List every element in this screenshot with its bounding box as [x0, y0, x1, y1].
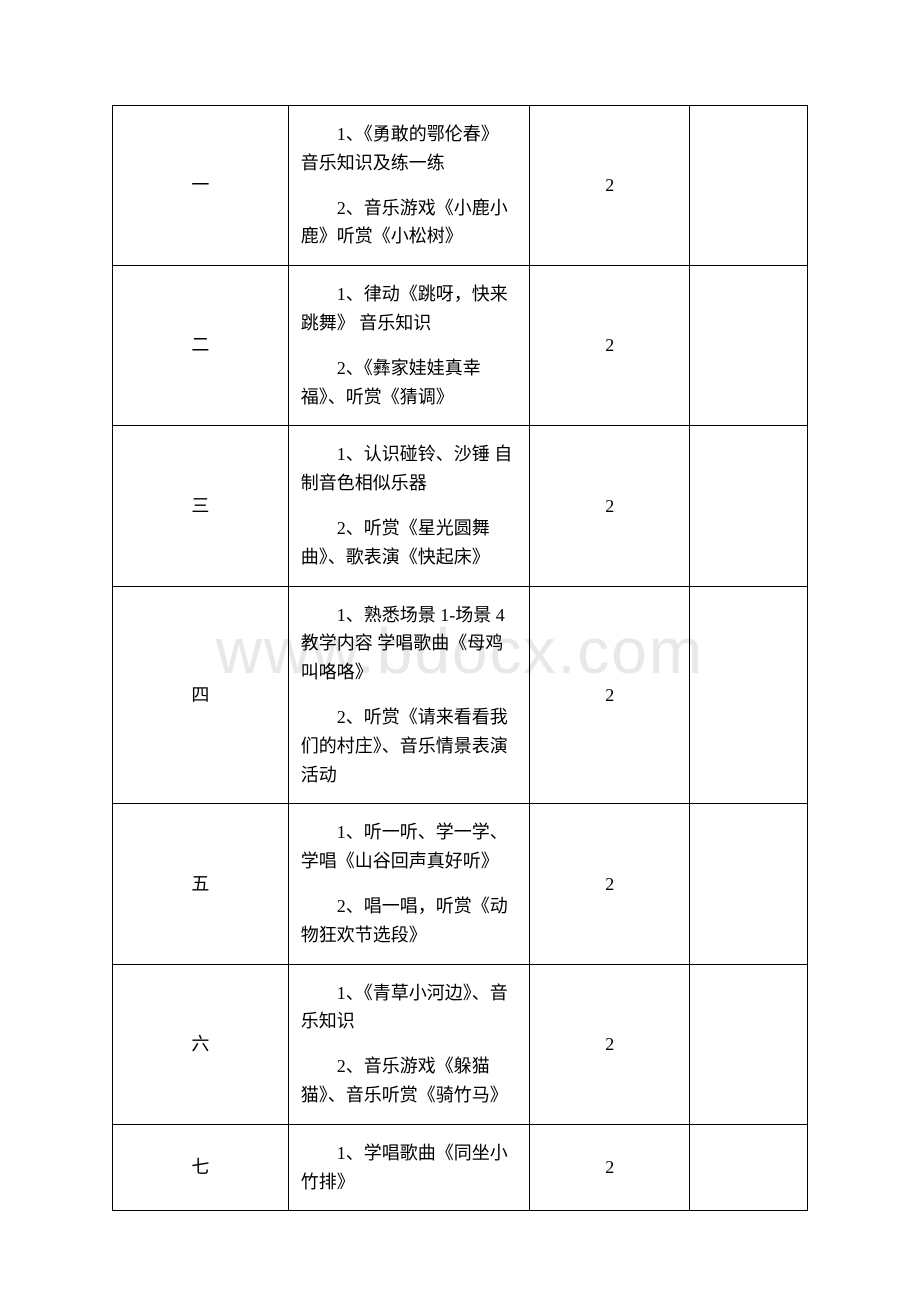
table-row: 七 1、学唱歌曲《同坐小竹排》 2 [113, 1124, 808, 1211]
table-row: 六 1、《青草小河边》、音乐知识 2、音乐游戏《躲猫猫》、音乐听赏《骑竹马》 2 [113, 964, 808, 1124]
content-item: 2、音乐游戏《小鹿小鹿》听赏《小松树》 [301, 194, 518, 252]
hours-cell: 2 [530, 426, 690, 586]
hours-cell: 2 [530, 964, 690, 1124]
content-cell: 1、听一听、学一学、学唱《山谷回声真好听》 2、唱一唱，听赏《动物狂欢节选段》 [288, 804, 530, 964]
content-cell: 1、《勇敢的鄂伦春》 音乐知识及练一练 2、音乐游戏《小鹿小鹿》听赏《小松树》 [288, 106, 530, 266]
empty-cell [690, 106, 808, 266]
table-row: 二 1、律动《跳呀，快来跳舞》 音乐知识 2、《彝家娃娃真幸福》、听赏《猜调》 … [113, 266, 808, 426]
content-item: 2、音乐游戏《躲猫猫》、音乐听赏《骑竹马》 [301, 1052, 518, 1110]
content-cell: 1、学唱歌曲《同坐小竹排》 [288, 1124, 530, 1211]
empty-cell [690, 804, 808, 964]
content-cell: 1、《青草小河边》、音乐知识 2、音乐游戏《躲猫猫》、音乐听赏《骑竹马》 [288, 964, 530, 1124]
content-item: 2、唱一唱，听赏《动物狂欢节选段》 [301, 892, 518, 950]
unit-number-cell: 四 [113, 586, 289, 804]
table-row: 三 1、认识碰铃、沙锤 自制音色相似乐器 2、听赏《星光圆舞曲》、歌表演《快起床… [113, 426, 808, 586]
empty-cell [690, 266, 808, 426]
content-cell: 1、认识碰铃、沙锤 自制音色相似乐器 2、听赏《星光圆舞曲》、歌表演《快起床》 [288, 426, 530, 586]
hours-cell: 2 [530, 804, 690, 964]
unit-number-cell: 三 [113, 426, 289, 586]
content-item: 2、《彝家娃娃真幸福》、听赏《猜调》 [301, 354, 518, 412]
table-row: 五 1、听一听、学一学、学唱《山谷回声真好听》 2、唱一唱，听赏《动物狂欢节选段… [113, 804, 808, 964]
hours-cell: 2 [530, 1124, 690, 1211]
content-item: 1、《勇敢的鄂伦春》 音乐知识及练一练 [301, 120, 518, 178]
empty-cell [690, 964, 808, 1124]
empty-cell [690, 1124, 808, 1211]
content-item: 1、听一听、学一学、学唱《山谷回声真好听》 [301, 818, 518, 876]
hours-cell: 2 [530, 106, 690, 266]
unit-number-cell: 二 [113, 266, 289, 426]
unit-number-cell: 一 [113, 106, 289, 266]
unit-number-cell: 七 [113, 1124, 289, 1211]
content-item: 1、《青草小河边》、音乐知识 [301, 979, 518, 1037]
empty-cell [690, 586, 808, 804]
content-item: 1、认识碰铃、沙锤 自制音色相似乐器 [301, 440, 518, 498]
content-cell: 1、律动《跳呀，快来跳舞》 音乐知识 2、《彝家娃娃真幸福》、听赏《猜调》 [288, 266, 530, 426]
unit-number-cell: 六 [113, 964, 289, 1124]
curriculum-table: 一 1、《勇敢的鄂伦春》 音乐知识及练一练 2、音乐游戏《小鹿小鹿》听赏《小松树… [112, 105, 808, 1211]
table-row: 一 1、《勇敢的鄂伦春》 音乐知识及练一练 2、音乐游戏《小鹿小鹿》听赏《小松树… [113, 106, 808, 266]
hours-cell: 2 [530, 586, 690, 804]
content-item: 1、学唱歌曲《同坐小竹排》 [301, 1139, 518, 1197]
content-cell: 1、熟悉场景 1-场景 4 教学内容 学唱歌曲《母鸡叫咯咯》 2、听赏《请来看看… [288, 586, 530, 804]
content-item: 2、听赏《星光圆舞曲》、歌表演《快起床》 [301, 514, 518, 572]
unit-number-cell: 五 [113, 804, 289, 964]
content-item: 1、熟悉场景 1-场景 4 教学内容 学唱歌曲《母鸡叫咯咯》 [301, 601, 518, 687]
content-item: 1、律动《跳呀，快来跳舞》 音乐知识 [301, 280, 518, 338]
table-row: 四 1、熟悉场景 1-场景 4 教学内容 学唱歌曲《母鸡叫咯咯》 2、听赏《请来… [113, 586, 808, 804]
empty-cell [690, 426, 808, 586]
hours-cell: 2 [530, 266, 690, 426]
content-item: 2、听赏《请来看看我们的村庄》、音乐情景表演活动 [301, 703, 518, 789]
